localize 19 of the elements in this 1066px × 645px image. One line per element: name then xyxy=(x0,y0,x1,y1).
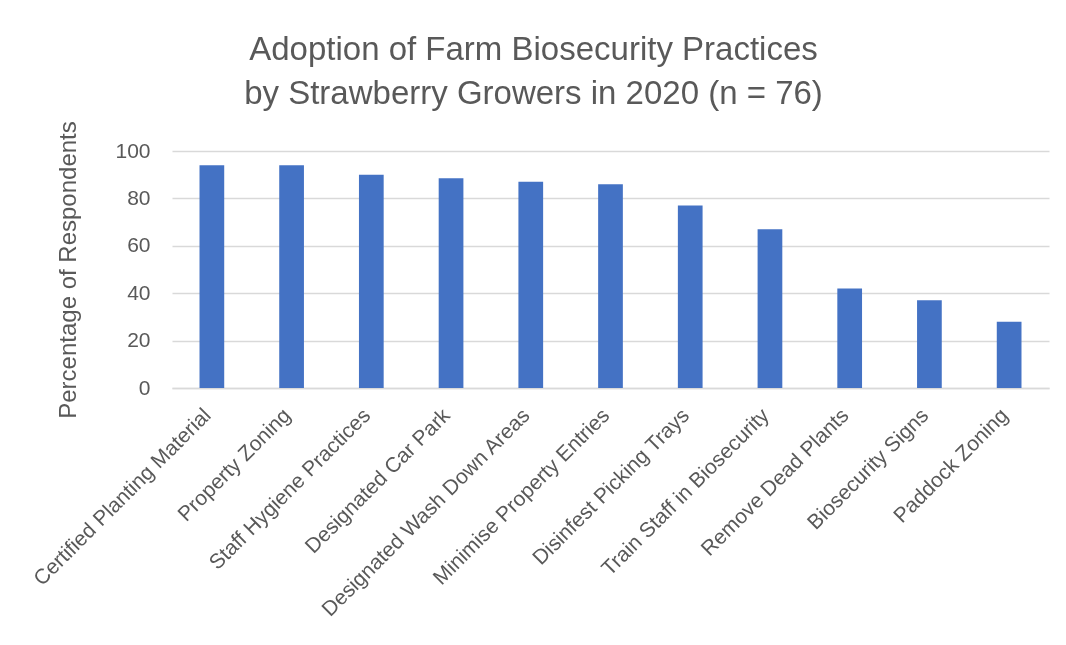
y-tick-label: 40 xyxy=(127,280,151,304)
bar xyxy=(837,288,863,388)
bar xyxy=(677,205,703,388)
y-tick-label: 80 xyxy=(127,185,151,209)
y-tick-label: 60 xyxy=(127,233,151,257)
bar xyxy=(199,165,225,388)
y-tick-label: 0 xyxy=(138,375,151,399)
bar xyxy=(917,300,942,388)
bar xyxy=(438,178,464,388)
bar xyxy=(598,184,623,388)
y-tick-label: 100 xyxy=(115,138,151,162)
bar xyxy=(279,165,304,388)
y-axis-title: Percentage of Respondents xyxy=(54,121,82,419)
bar xyxy=(996,321,1022,388)
bar xyxy=(358,174,384,388)
bar xyxy=(757,229,783,388)
chart-title: Adoption of Farm Biosecurity Practices by Strawberry Growers in 2020 (n = 76) xyxy=(244,29,823,111)
y-tick-label: 20 xyxy=(127,328,151,352)
bar xyxy=(518,181,544,388)
